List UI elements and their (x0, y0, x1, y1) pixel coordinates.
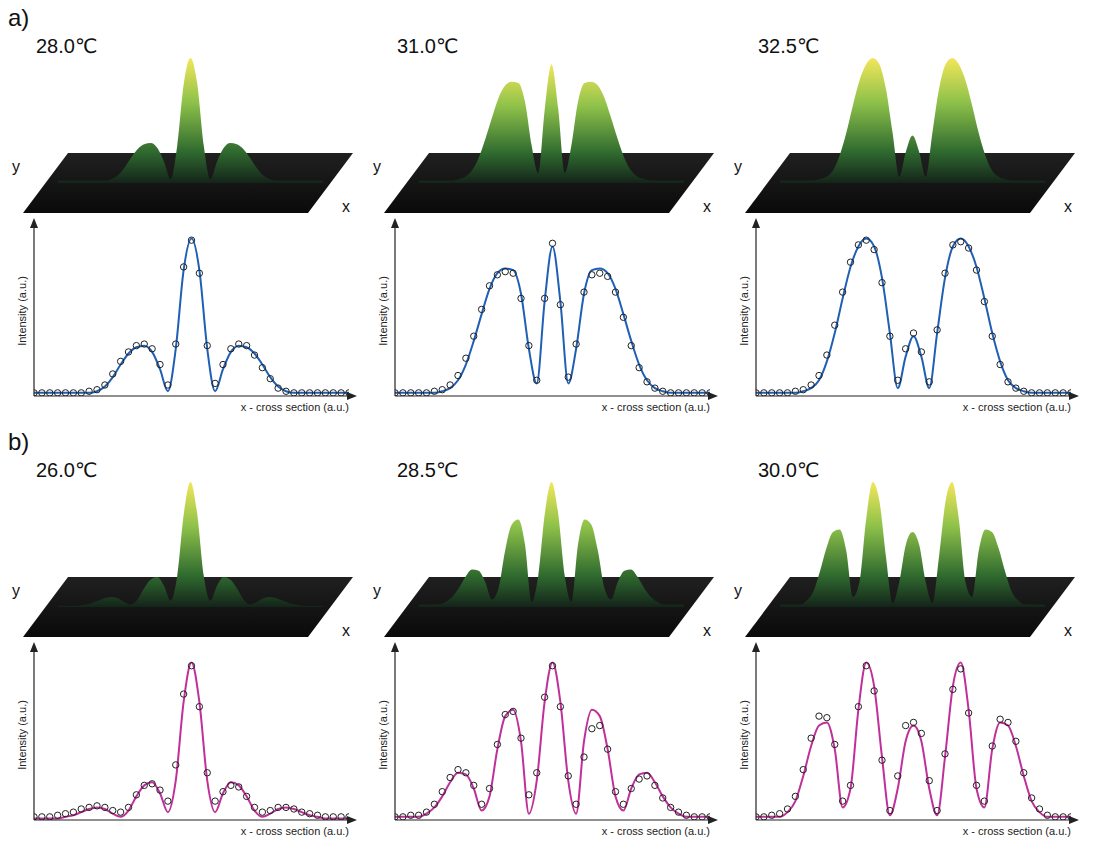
html-text:30.0℃: 30.0℃ (758, 459, 820, 481)
svg-text:x: x (703, 622, 711, 639)
html-text:28.0℃: 28.0℃ (36, 35, 98, 57)
svg-text:x - cross section (a.u.): x - cross section (a.u.) (963, 825, 1071, 837)
html-text:b): b) (8, 428, 30, 455)
svg-text:Intensity (a.u.): Intensity (a.u.) (738, 700, 750, 770)
svg-text:Intensity (a.u.): Intensity (a.u.) (738, 276, 750, 346)
svg-text:Intensity (a.u.): Intensity (a.u.) (16, 700, 28, 770)
html-text:28.5℃: 28.5℃ (397, 459, 459, 481)
svg-text:y: y (12, 582, 20, 599)
svg-text:x: x (342, 198, 350, 215)
svg-text:Intensity (a.u.): Intensity (a.u.) (377, 700, 389, 770)
svg-text:x: x (703, 198, 711, 215)
svg-text:x - cross section (a.u.): x - cross section (a.u.) (241, 825, 349, 837)
svg-text:x - cross section (a.u.): x - cross section (a.u.) (241, 401, 349, 413)
svg-text:x: x (1064, 198, 1072, 215)
svg-text:Intensity (a.u.): Intensity (a.u.) (16, 276, 28, 346)
svg-text:y: y (734, 158, 742, 175)
html-text:a): a) (8, 4, 30, 31)
svg-text:y: y (734, 582, 742, 599)
svg-text:y: y (373, 158, 381, 175)
html-text:31.0℃: 31.0℃ (397, 35, 459, 57)
html-text:32.5℃: 32.5℃ (758, 35, 820, 57)
svg-text:x - cross section (a.u.): x - cross section (a.u.) (602, 825, 710, 837)
svg-text:y: y (12, 158, 20, 175)
svg-text:x: x (342, 622, 350, 639)
svg-text:x: x (1064, 622, 1072, 639)
svg-text:Intensity (a.u.): Intensity (a.u.) (377, 276, 389, 346)
html-text:26.0℃: 26.0℃ (36, 459, 98, 481)
svg-text:y: y (373, 582, 381, 599)
svg-text:x - cross section (a.u.): x - cross section (a.u.) (602, 401, 710, 413)
svg-text:x - cross section (a.u.): x - cross section (a.u.) (963, 401, 1071, 413)
